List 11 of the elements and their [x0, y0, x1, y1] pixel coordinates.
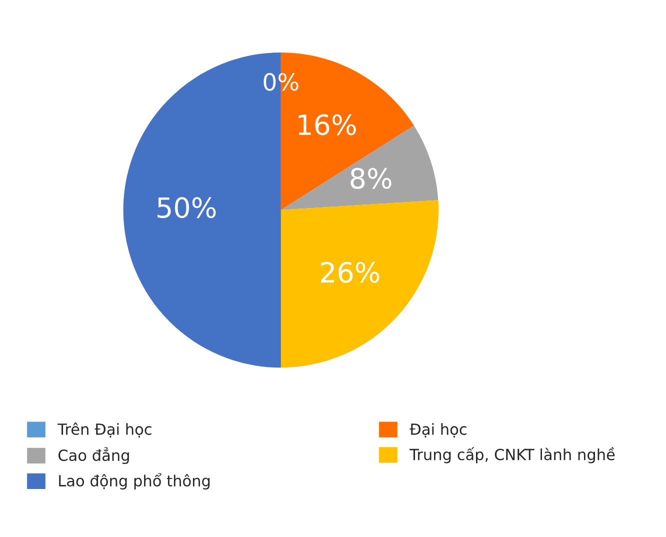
data-label: 50%: [158, 197, 216, 218]
data-label: 16%: [298, 114, 356, 136]
data-label: 26%: [321, 262, 380, 283]
legend-label: Đại học: [410, 423, 466, 438]
legend-label: Lao động phổ thông: [59, 473, 210, 490]
legend-label: Trên Đại học: [58, 422, 152, 438]
legend-label: Trung cấp, CNKT lành nghề: [410, 447, 615, 464]
legend-label: Cao đẳng: [58, 447, 129, 464]
data-label: 8%: [350, 168, 392, 189]
pie-slice: [280, 200, 439, 368]
text: 0%: [264, 72, 298, 91]
